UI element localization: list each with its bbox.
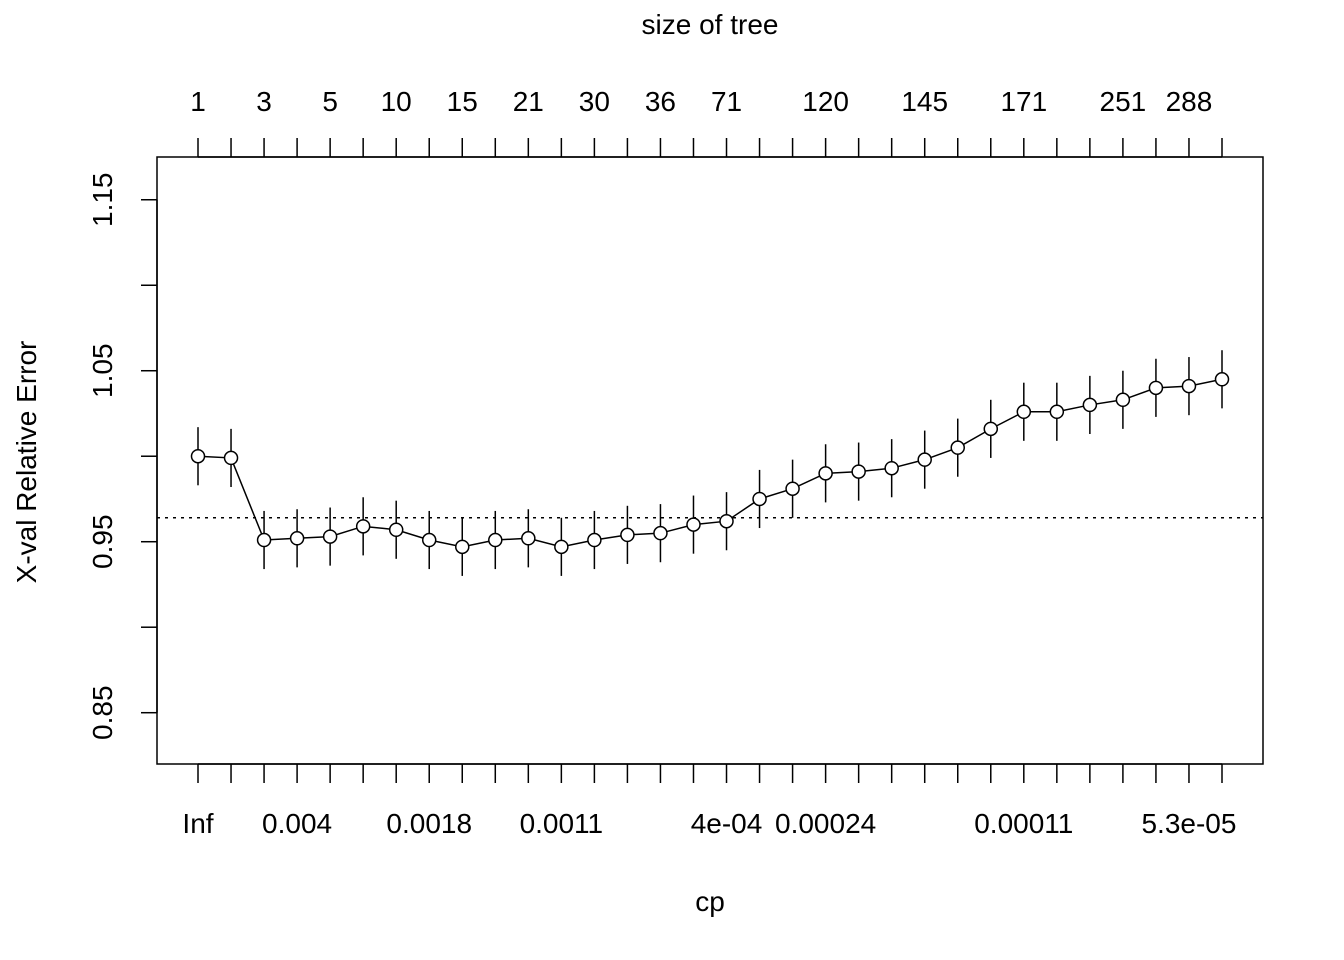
- series-line: [197, 378, 1223, 548]
- data-point: [719, 513, 734, 529]
- bottom-tick-label: 0.0011: [520, 808, 604, 839]
- data-point: [587, 532, 602, 548]
- data-point: [455, 539, 470, 555]
- axes-layer: 0.85 0.95 1.05 1.15 1 3 5 10 15 21 30 36 71 120 145 171…: [87, 86, 1236, 839]
- bottom-tick-label: Inf: [182, 808, 213, 839]
- data-point: [521, 531, 536, 546]
- data-point: [1214, 372, 1230, 387]
- data-point: [752, 491, 767, 507]
- data-point: [653, 525, 668, 541]
- bottom-tick-label: 0.004: [262, 808, 332, 839]
- y-axis-title: X-val Relative Error: [11, 341, 42, 584]
- top-tick-label: 21: [513, 86, 544, 117]
- data-point: [223, 450, 239, 466]
- y-tick-label: 1.05: [87, 343, 118, 398]
- data-point: [983, 421, 999, 437]
- top-tick-label: 3: [256, 86, 272, 117]
- data-point: [289, 531, 305, 546]
- data-point: [488, 532, 503, 548]
- data-point: [851, 464, 866, 479]
- top-tick-label: 171: [1000, 86, 1047, 117]
- top-tick-label: 5: [322, 86, 338, 117]
- top-tick-label: 251: [1100, 86, 1147, 117]
- top-tick-label: 36: [645, 86, 676, 117]
- top-tick-label: 288: [1166, 86, 1213, 117]
- data-point: [1181, 378, 1197, 394]
- y-tick-label: 0.85: [87, 685, 118, 740]
- data-point: [322, 529, 338, 544]
- top-tick-label: 10: [381, 86, 412, 117]
- data-point: [818, 466, 833, 481]
- data-point: [620, 527, 635, 543]
- y-tick-label: 0.95: [87, 514, 118, 569]
- data-point: [1049, 404, 1065, 420]
- plot-frame: [156, 156, 1264, 765]
- top-tick-label: 15: [447, 86, 478, 117]
- x-axis-title: cp: [695, 886, 725, 917]
- data-point: [1082, 397, 1098, 413]
- top-tick-label: 30: [579, 86, 610, 117]
- data-point: [950, 440, 965, 455]
- top-tick-label: 120: [802, 86, 849, 117]
- data-point: [256, 532, 272, 548]
- top-tick-label: 71: [711, 86, 742, 117]
- data-point: [355, 519, 371, 534]
- data-point: [1016, 404, 1032, 420]
- data-point: [1148, 380, 1164, 396]
- data-point: [785, 481, 800, 496]
- bottom-tick-label: 0.00024: [775, 808, 876, 839]
- data-point: [388, 522, 404, 537]
- data-point: [190, 448, 206, 464]
- top-tick-label: 145: [901, 86, 948, 117]
- y-tick-label: 1.15: [87, 172, 118, 227]
- data-point: [686, 517, 701, 532]
- data-point: [884, 460, 899, 476]
- data-point: [554, 539, 569, 555]
- bottom-tick-label: 0.00011: [974, 808, 1073, 839]
- data-point: [917, 452, 932, 467]
- data-layer: [190, 350, 1230, 576]
- bottom-tick-label: 4e-04: [691, 808, 763, 839]
- top-axis-title: size of tree: [642, 9, 779, 40]
- top-tick-label: 1: [190, 86, 206, 117]
- bottom-tick-label: 5.3e-05: [1141, 808, 1236, 839]
- bottom-tick-label: 0.0018: [386, 808, 472, 839]
- data-point: [1115, 392, 1131, 408]
- data-point: [421, 532, 437, 548]
